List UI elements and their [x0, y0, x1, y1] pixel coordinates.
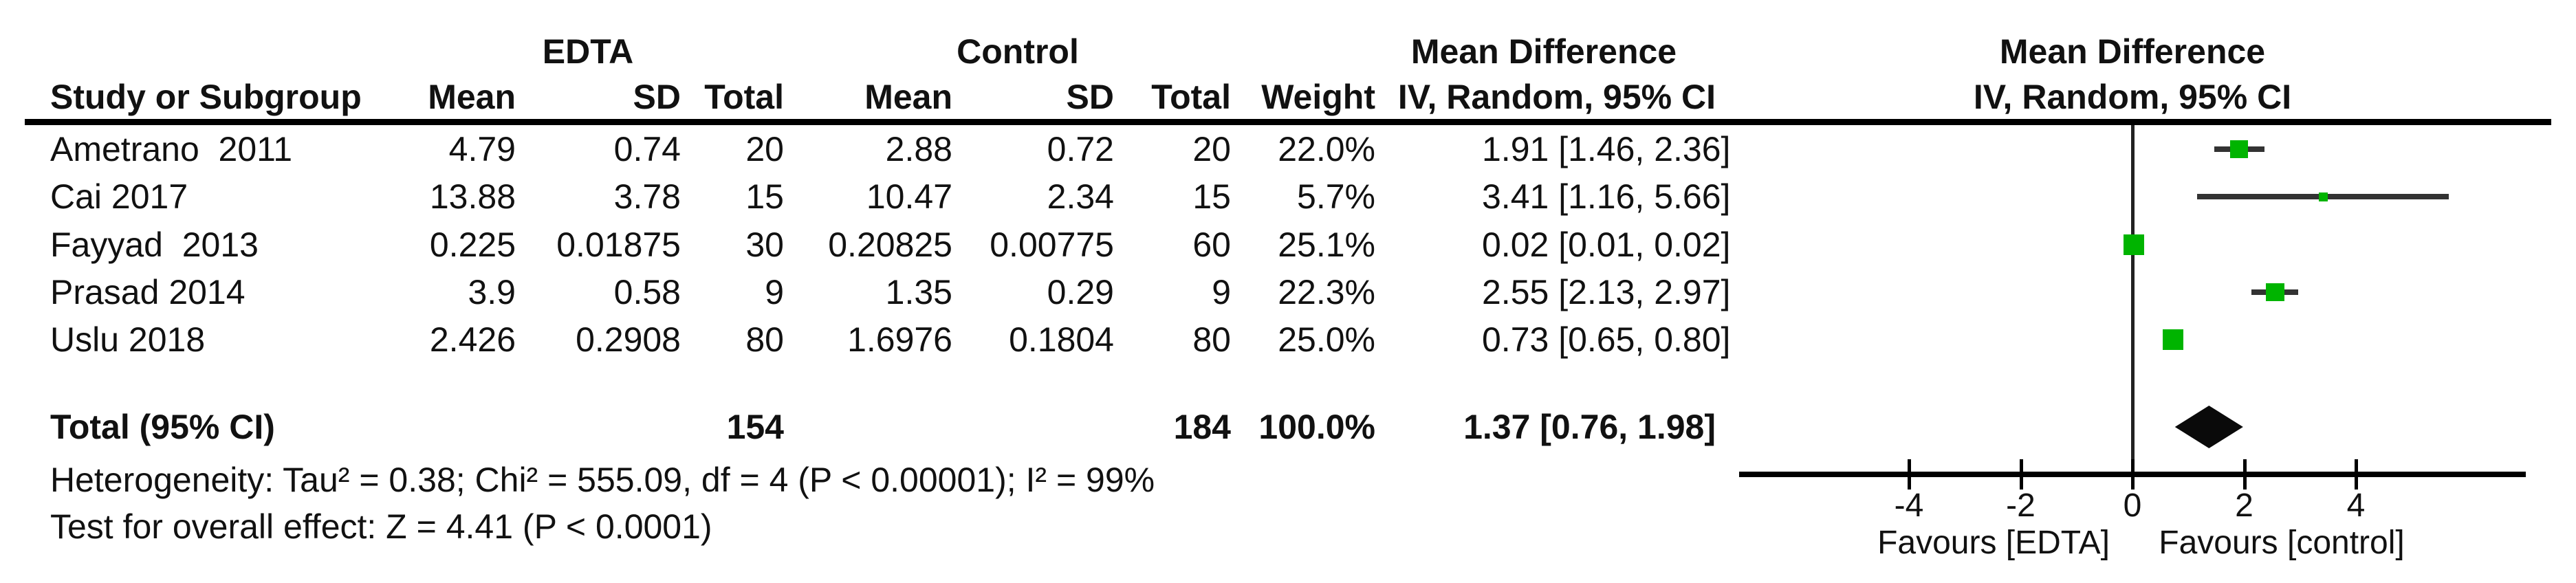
cell-sd_e: 0.58 — [613, 273, 681, 311]
cell-sd_e: 3.78 — [613, 177, 681, 216]
col-header-sd-edta: SD — [633, 78, 681, 116]
study-weight-square — [2318, 192, 2328, 201]
cell-sd_c: 2.34 — [1047, 177, 1114, 216]
x-axis-tick — [1908, 459, 1911, 490]
cell-weight: 22.0% — [1278, 130, 1375, 168]
total-n-edta: 154 — [726, 408, 784, 446]
study-name: Prasad 2014 — [50, 273, 245, 311]
study-name: Ametrano 2011 — [50, 130, 293, 168]
cell-sd_e: 0.74 — [613, 130, 681, 168]
cell-ci: 3.41 [1.16, 5.66] — [1482, 177, 1731, 216]
col-header-total-control: Total — [1151, 78, 1231, 116]
study-weight-square — [2163, 329, 2184, 350]
total-label: Total (95% CI) — [50, 408, 275, 446]
group-header-mean-difference: Mean Difference — [1410, 32, 1677, 71]
x-axis-tick-label: 0 — [2123, 487, 2142, 524]
total-ci: 1.37 [0.76, 1.98] — [1463, 408, 1716, 446]
cell-sd_e: 0.01875 — [556, 226, 681, 264]
col-header-sd-control: SD — [1066, 78, 1114, 116]
favours-right-label: Favours [control] — [2159, 525, 2405, 561]
cell-sd_c: 0.1804 — [1009, 320, 1114, 359]
study-weight-square — [2123, 234, 2144, 256]
cell-n_e: 20 — [745, 130, 784, 168]
x-axis-tick — [2131, 459, 2135, 490]
cell-sd_c: 0.00775 — [990, 226, 1114, 264]
col-header-weight: Weight — [1261, 78, 1375, 116]
cell-ci: 2.55 [2.13, 2.97] — [1482, 273, 1731, 311]
cell-n_e: 15 — [745, 177, 784, 216]
header-rule — [25, 119, 2551, 125]
x-axis-tick — [2242, 459, 2247, 490]
cell-mean_c: 0.20825 — [828, 226, 952, 264]
cell-weight: 25.1% — [1278, 226, 1375, 264]
cell-n_e: 30 — [745, 226, 784, 264]
col-header-total-edta: Total — [704, 78, 784, 116]
group-header-control: Control — [957, 32, 1079, 71]
x-axis-tick-label: 4 — [2346, 487, 2366, 524]
cell-mean_e: 0.225 — [429, 226, 516, 264]
cell-mean_c: 1.35 — [885, 273, 952, 311]
cell-mean_e: 2.426 — [429, 320, 516, 359]
favours-left-label: Favours [EDTA] — [1877, 525, 2110, 561]
cell-mean_c: 10.47 — [866, 177, 952, 216]
zero-line — [2131, 125, 2135, 477]
study-name: Fayyad 2013 — [50, 226, 259, 264]
cell-n_c: 80 — [1192, 320, 1231, 359]
cell-n_e: 9 — [765, 273, 784, 311]
cell-mean_c: 1.6976 — [847, 320, 952, 359]
cell-mean_c: 2.88 — [885, 130, 952, 168]
cell-sd_c: 0.29 — [1047, 273, 1114, 311]
cell-n_c: 15 — [1192, 177, 1231, 216]
cell-weight: 22.3% — [1278, 273, 1375, 311]
cell-n_c: 9 — [1212, 273, 1231, 311]
cell-n_c: 20 — [1192, 130, 1231, 168]
x-axis-tick-label: 2 — [2235, 487, 2253, 524]
study-weight-square — [2229, 140, 2249, 159]
summary-diamond — [2174, 406, 2243, 448]
cell-weight: 5.7% — [1297, 177, 1375, 216]
group-header-edta: EDTA — [542, 32, 634, 71]
study-name: Cai 2017 — [50, 177, 188, 216]
heterogeneity-note: Heterogeneity: Tau² = 0.38; Chi² = 555.0… — [50, 461, 1155, 499]
cell-ci: 0.73 [0.65, 0.80] — [1482, 320, 1731, 359]
cell-n_c: 60 — [1192, 226, 1231, 264]
cell-ci: 1.91 [1.46, 2.36] — [1482, 130, 1731, 168]
col-header-study: Study or Subgroup — [50, 78, 362, 116]
total-weight: 100.0% — [1258, 408, 1375, 446]
col-header-mean-edta: Mean — [428, 78, 516, 116]
cell-mean_e: 3.9 — [468, 273, 516, 311]
plot-header-ci: IV, Random, 95% CI — [1973, 78, 2292, 116]
study-name: Uslu 2018 — [50, 320, 206, 359]
cell-ci: 0.02 [0.01, 0.02] — [1482, 226, 1731, 264]
x-axis-tick — [2355, 459, 2358, 490]
col-header-ci: IV, Random, 95% CI — [1397, 78, 1716, 116]
plot-header-mean-difference: Mean Difference — [1999, 32, 2266, 71]
x-axis-tick — [2019, 459, 2023, 490]
cell-sd_c: 0.72 — [1047, 130, 1114, 168]
cell-sd_e: 0.2908 — [576, 320, 681, 359]
cell-n_e: 80 — [745, 320, 784, 359]
x-axis-tick-label: -4 — [1894, 487, 1924, 524]
col-header-mean-control: Mean — [864, 78, 952, 116]
cell-weight: 25.0% — [1278, 320, 1375, 359]
cell-mean_e: 4.79 — [448, 130, 516, 168]
x-axis-tick-label: -2 — [2006, 487, 2035, 524]
total-n-control: 184 — [1173, 408, 1231, 446]
study-weight-square — [2265, 283, 2284, 302]
overall-effect-note: Test for overall effect: Z = 4.41 (P < 0… — [50, 507, 712, 546]
cell-mean_e: 13.88 — [429, 177, 516, 216]
